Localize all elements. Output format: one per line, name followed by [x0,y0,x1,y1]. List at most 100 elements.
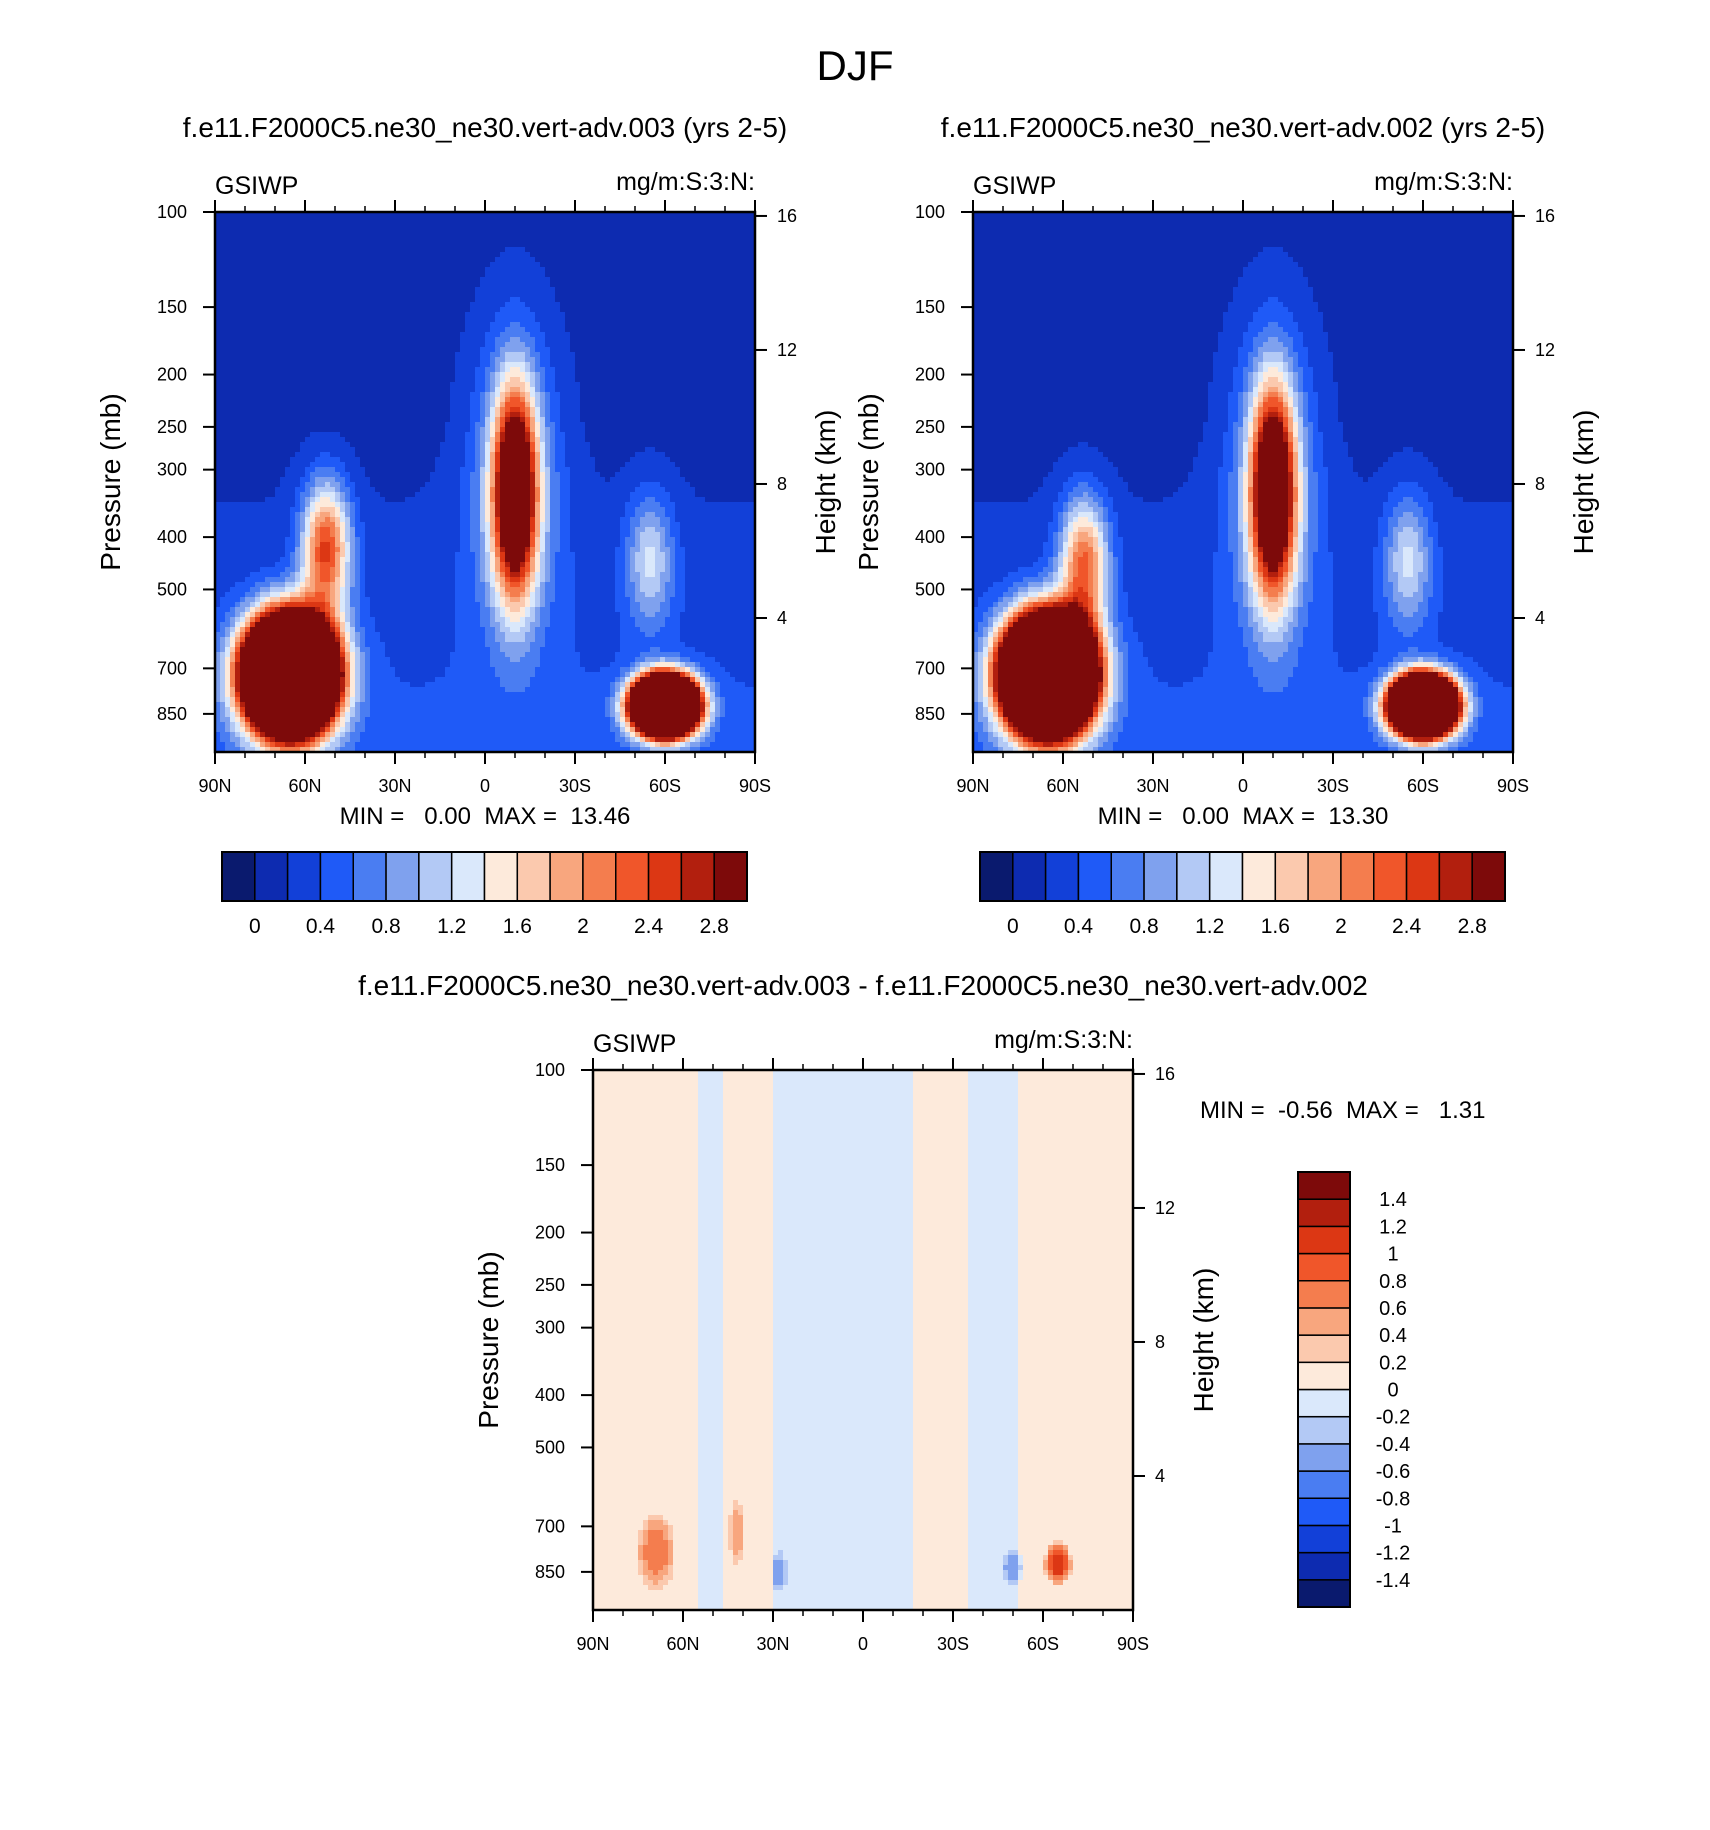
heat-cell [730,317,736,323]
heat-cell [740,402,746,408]
heat-cell [500,377,506,383]
heat-cell [520,217,526,223]
heat-cell [615,262,621,268]
heat-cell [545,347,551,353]
heat-cell [265,427,271,433]
heat-cell [380,412,386,418]
heat-cell [490,367,496,373]
heat-cell [530,302,536,308]
heat-cell [400,337,406,343]
heat-cell [260,252,266,258]
heat-cell [605,242,611,248]
heat-cell [535,232,541,238]
heat-cell [285,407,291,413]
heat-cell [600,377,606,383]
heat-cell [720,217,726,223]
heat-cell [520,252,526,258]
heat-cell [280,347,286,353]
heat-cell [425,317,431,323]
heat-cell [360,397,366,403]
heat-cell [635,257,641,263]
heat-cell [295,257,301,263]
heat-cell [245,297,251,303]
heat-cell [365,417,371,423]
heat-cell [505,317,511,323]
heat-cell [410,412,416,418]
heat-cell [550,412,556,418]
heat-cell [590,357,596,363]
heat-cell [295,377,301,383]
heat-cell [405,332,411,338]
heat-cell [660,332,666,338]
heat-cell [720,392,726,398]
heat-cell [665,302,671,308]
heat-cell [390,382,396,388]
heat-cell [585,362,591,368]
heat-cell [350,247,356,253]
heat-cell [740,232,746,238]
heat-cell [545,427,551,433]
heat-cell [365,237,371,243]
heat-cell [250,317,256,323]
heat-cell [575,342,581,348]
heat-cell [465,372,471,378]
heat-cell [455,242,461,248]
heat-cell [595,432,601,438]
heat-cell [340,222,346,228]
heat-cell [700,262,706,268]
heat-cell [615,427,621,433]
heat-cell [370,232,376,238]
heat-cell [320,337,326,343]
heat-cell [300,282,306,288]
heat-cell [645,237,651,243]
heat-cell [350,332,356,338]
heat-cell [530,367,536,373]
heat-cell [620,237,626,243]
heat-cell [635,307,641,313]
heat-cell [240,237,246,243]
heat-cell [500,372,506,378]
heat-cell [735,272,741,278]
heat-cell [525,347,531,353]
heat-cell [660,347,666,353]
heat-cell [515,232,521,238]
heat-cell [430,337,436,343]
heat-cell [470,392,476,398]
heat-cell [440,307,446,313]
heat-cell [475,277,481,283]
heat-cell [325,422,331,428]
heat-cell [710,327,716,333]
heat-cell [500,242,506,248]
heat-cell [635,417,641,423]
heat-cell [355,317,361,323]
heat-cell [355,357,361,363]
heat-cell [420,427,426,433]
heat-cell [415,302,421,308]
heat-cell [590,367,596,373]
heat-cell [690,387,696,393]
heat-cell [685,212,691,218]
heat-cell [490,327,496,333]
heat-cell [470,372,476,378]
heat-cell [695,332,701,338]
heat-cell [310,372,316,378]
heat-cell [500,277,506,283]
heat-cell [220,367,226,373]
heat-cell [575,212,581,218]
heat-cell [370,367,376,373]
heat-cell [550,362,556,368]
heat-cell [255,387,261,393]
heat-cell [550,357,556,363]
heat-cell [410,242,416,248]
heat-cell [745,392,751,398]
heat-cell [595,382,601,388]
heat-cell [605,277,611,283]
heat-cell [225,307,231,313]
heat-cell [640,417,646,423]
heat-cell [255,242,261,248]
heat-cell [515,237,521,243]
heat-cell [595,332,601,338]
heat-cell [545,227,551,233]
heat-cell [255,257,261,263]
heat-cell [750,317,755,323]
